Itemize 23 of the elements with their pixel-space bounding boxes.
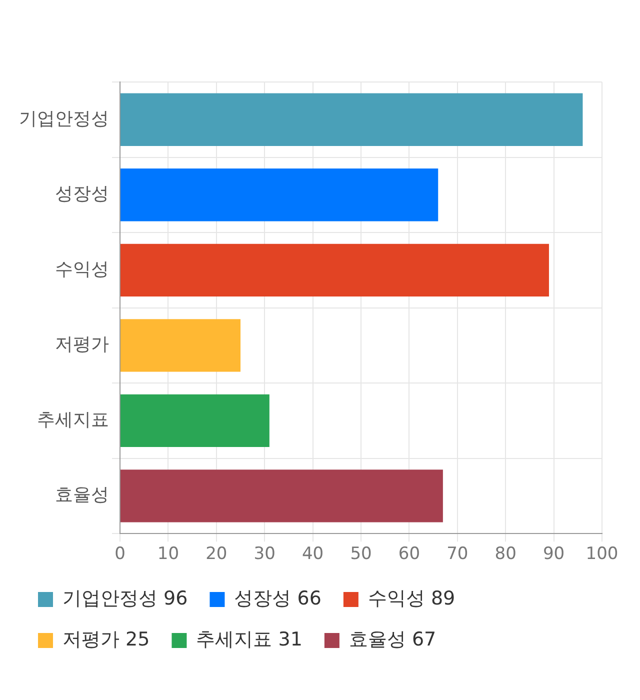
x-tick-label: 60: [398, 544, 420, 564]
y-tick-label: 기업안정성: [19, 108, 109, 130]
x-tick-label: 40: [302, 544, 324, 564]
x-tick-label: 10: [157, 544, 180, 564]
x-tick-label: 80: [494, 544, 516, 564]
legend-label: 성장성 66: [234, 587, 322, 610]
x-tick-label: 50: [350, 544, 372, 564]
legend-label: 수익성 89: [368, 587, 456, 610]
x-tick-label: 90: [542, 544, 565, 564]
y-tick-label: 추세지표: [37, 409, 109, 430]
x-tick-label: 100: [586, 544, 618, 564]
x-tick-label: 0: [114, 544, 126, 564]
y-tick-label: 수익성: [55, 258, 109, 280]
legend-label: 기업안정성 96: [62, 587, 188, 610]
legend-label: 저평가 25: [62, 628, 150, 650]
y-tick-label: 저평가: [55, 334, 109, 356]
x-tick-label: 20: [206, 544, 228, 564]
legend-label: 효율성 67: [348, 628, 436, 650]
legend-label: 추세지표 31: [196, 628, 302, 650]
y-tick-label: 효율성: [55, 484, 109, 506]
x-tick-label: 30: [254, 544, 276, 564]
x-tick-label: 70: [446, 544, 468, 564]
y-tick-label: 성장성: [55, 184, 109, 205]
